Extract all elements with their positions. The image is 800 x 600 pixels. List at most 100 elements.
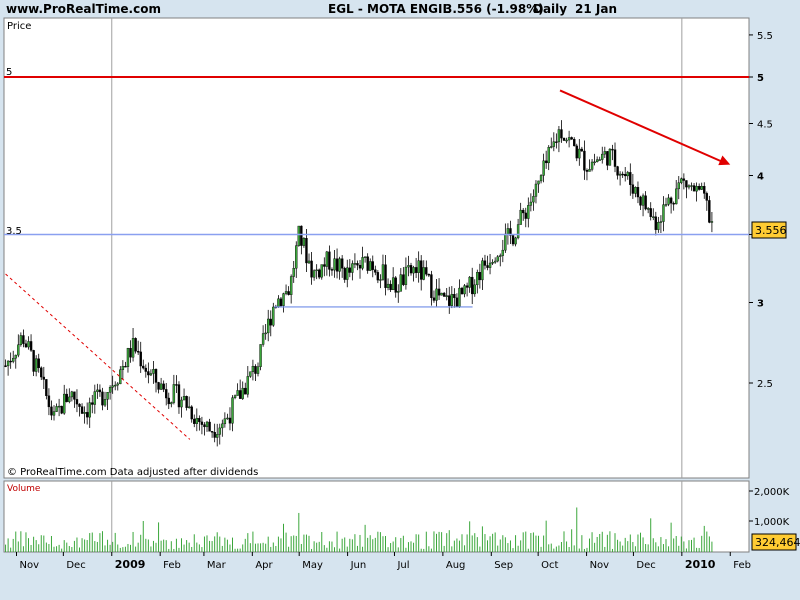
candle-body (302, 238, 306, 246)
candle-body (519, 209, 522, 225)
x-tick-label: 2010 (685, 558, 716, 571)
candle-body (32, 350, 35, 372)
x-tick-label: Aug (446, 560, 466, 571)
candle-body (409, 265, 413, 274)
candle-body (547, 146, 550, 164)
candle-body (371, 261, 374, 270)
candle-body (170, 402, 173, 405)
candle-body (149, 373, 153, 376)
candle-body (70, 391, 74, 398)
candle-body (185, 395, 188, 408)
y-tick-label: 4.5 (757, 120, 773, 131)
candle-body (394, 277, 397, 293)
candle-body (506, 228, 510, 235)
candle-body (356, 263, 359, 266)
candle-body (432, 297, 436, 301)
candle-body (180, 399, 183, 408)
candle-body (272, 306, 275, 326)
y-tick-label: 3 (757, 299, 764, 310)
last-volume-badge (751, 533, 797, 551)
candle-body (575, 145, 578, 159)
candle-body (458, 287, 461, 308)
candle-body (57, 405, 61, 408)
candle-body (144, 367, 148, 372)
candle-body (80, 406, 84, 414)
trend-arrow-head (718, 155, 731, 166)
candle-body (216, 434, 219, 438)
candle-body (384, 264, 387, 288)
candle-body (639, 196, 642, 206)
candle-body (404, 266, 408, 285)
level-35-label: 3.5 (6, 226, 22, 237)
candle-body (213, 432, 216, 438)
candle-body (297, 225, 301, 246)
x-tick-label: Feb (163, 560, 181, 571)
candle-body (142, 365, 145, 369)
candle-body (445, 295, 448, 297)
candle-body (264, 332, 267, 335)
candle-body (328, 251, 331, 270)
candle-body (700, 186, 703, 190)
candle-body (157, 382, 160, 390)
candle-body (88, 402, 91, 418)
candle-body (340, 258, 344, 269)
candle-body (389, 283, 392, 291)
candle-body (374, 269, 377, 273)
candle-body (511, 235, 515, 245)
trend-arrow-line (559, 89, 725, 164)
candle-body (63, 393, 66, 414)
candle-body (527, 205, 530, 219)
candle-body (473, 284, 476, 295)
candle-body (37, 358, 40, 369)
last-price-badge-text: 3.556 (755, 224, 787, 237)
candle-body (669, 197, 673, 204)
candle-body (200, 421, 204, 425)
candle-body (325, 251, 329, 267)
candle-body (437, 288, 441, 296)
candle-body (221, 423, 224, 429)
candle-body (539, 175, 543, 182)
candle-body (386, 283, 390, 288)
date-label: 21 Jan (575, 2, 617, 16)
candle-body (50, 406, 53, 416)
candle-body (481, 260, 484, 281)
candle-body (284, 291, 288, 294)
candle-body (672, 203, 675, 205)
x-tick-label: Sep (494, 560, 513, 571)
candle-body (692, 185, 696, 192)
candle-body (685, 180, 688, 188)
candle-body (703, 186, 706, 194)
candle-body (381, 264, 385, 280)
candle-body (351, 263, 354, 273)
candle-body (14, 354, 17, 359)
x-tick-label: Apr (255, 560, 273, 571)
candle-body (550, 146, 553, 148)
candle-body (425, 267, 428, 275)
candle-body (608, 148, 612, 166)
candle-body (626, 172, 629, 177)
candle-body (448, 295, 451, 306)
candle-body (562, 137, 566, 141)
candle-body (108, 386, 112, 393)
candle-body (307, 260, 311, 264)
candle-body (282, 293, 285, 306)
candle-body (55, 406, 58, 412)
y-tick-label: 5.5 (757, 31, 773, 42)
candle-body (85, 412, 89, 418)
candle-body (631, 184, 635, 194)
candle-body (346, 267, 349, 280)
candle-body (486, 265, 489, 268)
candle-body (73, 391, 76, 400)
candle-body (6, 360, 10, 367)
candle-body (369, 261, 372, 271)
volume-tick-label: 2,000K (754, 487, 790, 498)
price-panel (3, 17, 750, 479)
candle-body (422, 267, 425, 280)
candle-body (376, 272, 380, 281)
candle-body (162, 383, 165, 390)
candle-body (175, 384, 178, 386)
site-label: www.ProRealTime.com (6, 2, 161, 16)
candle-body (514, 237, 517, 245)
candle-body (588, 169, 591, 172)
